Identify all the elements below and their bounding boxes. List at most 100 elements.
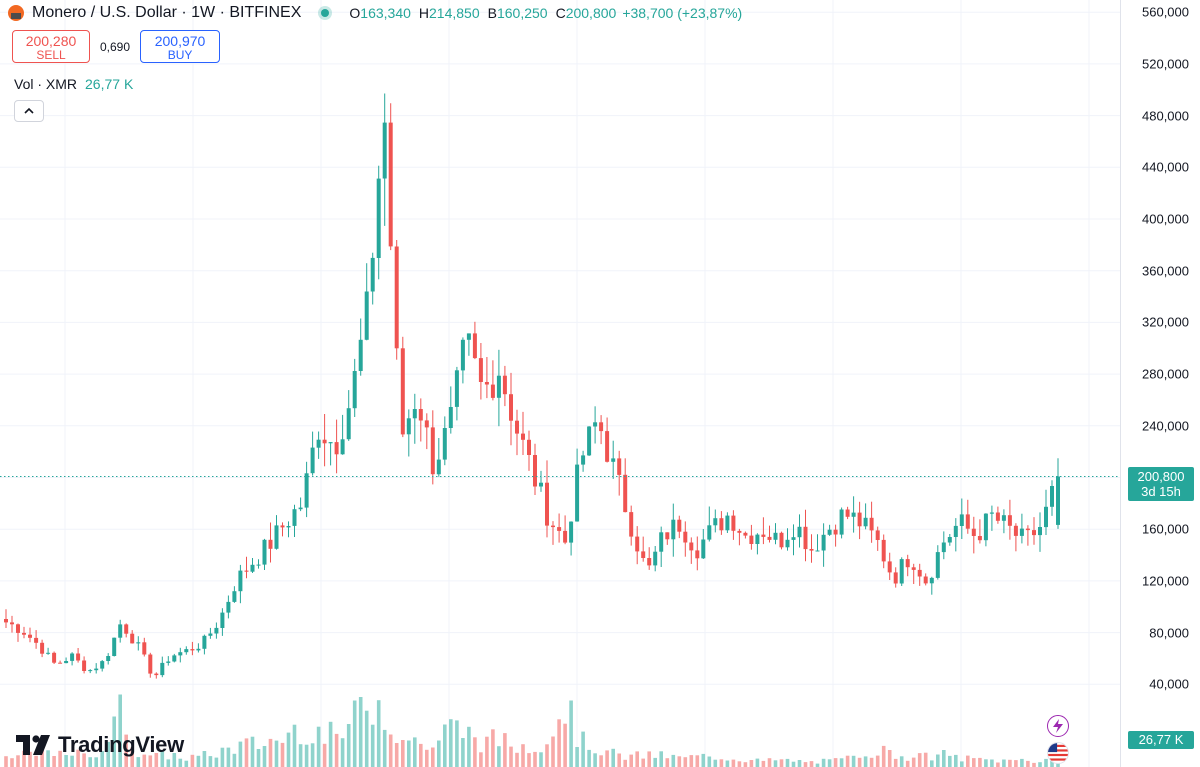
sell-button[interactable]: 200,280 SELL xyxy=(12,30,90,63)
candle-body[interactable] xyxy=(484,382,489,385)
candle-body[interactable] xyxy=(214,627,219,634)
candle-body[interactable] xyxy=(605,431,610,462)
candle-body[interactable] xyxy=(935,552,940,578)
candle-body[interactable] xyxy=(466,333,471,340)
candle-body[interactable] xyxy=(454,370,459,407)
candle-body[interactable] xyxy=(58,662,63,664)
candle-body[interactable] xyxy=(1025,528,1030,531)
candle-body[interactable] xyxy=(70,653,75,661)
candle-body[interactable] xyxy=(334,442,339,455)
candle-body[interactable] xyxy=(424,420,429,428)
candle-body[interactable] xyxy=(899,559,904,584)
candle-body[interactable] xyxy=(851,512,856,517)
candle-body[interactable] xyxy=(977,536,982,541)
candle-body[interactable] xyxy=(502,375,507,395)
candle-body[interactable] xyxy=(346,408,351,440)
candle-body[interactable] xyxy=(515,420,519,434)
candle-body[interactable] xyxy=(178,652,183,656)
candle-body[interactable] xyxy=(617,458,622,475)
candle-body[interactable] xyxy=(148,654,153,674)
candle-body[interactable] xyxy=(887,561,892,573)
candle-body[interactable] xyxy=(941,542,946,553)
symbol-title[interactable]: Monero / U.S. Dollar · 1W · BITFINEX xyxy=(32,4,302,21)
candle-body[interactable] xyxy=(659,532,664,552)
candle-body[interactable] xyxy=(509,394,513,421)
price-axis[interactable]: 40,00080,000120,000160,000200,000240,000… xyxy=(1120,0,1200,767)
candle-body[interactable] xyxy=(274,525,279,549)
candle-body[interactable] xyxy=(803,526,808,550)
candle-body[interactable] xyxy=(208,633,213,636)
candle-body[interactable] xyxy=(124,624,129,634)
candle-body[interactable] xyxy=(737,530,742,533)
candle-body[interactable] xyxy=(599,422,604,432)
candle-body[interactable] xyxy=(995,512,1000,521)
candle-body[interactable] xyxy=(755,534,760,544)
chart-area[interactable] xyxy=(0,0,1120,767)
candle-body[interactable] xyxy=(557,527,562,531)
candle-body[interactable] xyxy=(286,526,291,528)
candle-body[interactable] xyxy=(743,532,748,536)
candle-body[interactable] xyxy=(232,591,237,602)
candle-body[interactable] xyxy=(695,550,700,559)
candle-body[interactable] xyxy=(683,531,688,543)
candle-body[interactable] xyxy=(322,439,327,444)
candle-body[interactable] xyxy=(575,464,580,522)
candle-body[interactable] xyxy=(64,661,69,664)
candle-body[interactable] xyxy=(310,447,315,474)
candle-body[interactable] xyxy=(797,526,802,538)
lightning-icon[interactable] xyxy=(1047,715,1069,737)
candle-body[interactable] xyxy=(1013,525,1018,536)
candle-body[interactable] xyxy=(364,291,369,340)
candle-body[interactable] xyxy=(689,542,694,551)
candle-body[interactable] xyxy=(635,536,640,552)
candle-body[interactable] xyxy=(953,525,958,537)
candle-body[interactable] xyxy=(304,473,309,508)
candle-body[interactable] xyxy=(388,122,393,247)
candle-body[interactable] xyxy=(869,517,874,531)
candle-body[interactable] xyxy=(767,536,772,540)
candle-body[interactable] xyxy=(166,661,171,663)
candle-body[interactable] xyxy=(581,455,586,465)
candle-body[interactable] xyxy=(719,518,724,531)
candle-body[interactable] xyxy=(472,333,477,359)
candle-body[interactable] xyxy=(16,624,20,633)
candle-body[interactable] xyxy=(250,564,255,572)
candle-body[interactable] xyxy=(10,622,14,625)
candle-body[interactable] xyxy=(551,525,555,528)
candle-body[interactable] xyxy=(701,539,706,559)
candle-body[interactable] xyxy=(436,459,441,475)
candle-body[interactable] xyxy=(430,427,435,475)
candle-body[interactable] xyxy=(190,649,195,651)
candle-body[interactable] xyxy=(268,539,273,549)
candle-body[interactable] xyxy=(725,515,730,531)
candle-body[interactable] xyxy=(196,648,201,651)
candle-body[interactable] xyxy=(929,577,934,584)
candle-body[interactable] xyxy=(881,539,886,562)
candle-body[interactable] xyxy=(382,122,387,179)
candle-body[interactable] xyxy=(220,612,225,628)
candle-body[interactable] xyxy=(154,673,159,676)
candle-body[interactable] xyxy=(76,653,81,661)
candle-body[interactable] xyxy=(1007,515,1012,526)
candle-body[interactable] xyxy=(112,637,117,656)
candle-body[interactable] xyxy=(527,439,531,455)
candle-body[interactable] xyxy=(118,624,123,638)
candle-body[interactable] xyxy=(94,668,99,671)
candle-body[interactable] xyxy=(52,652,57,663)
candle-body[interactable] xyxy=(370,257,375,292)
candle-body[interactable] xyxy=(4,619,8,623)
candle-body[interactable] xyxy=(448,407,453,428)
candle-body[interactable] xyxy=(238,570,243,592)
candle-body[interactable] xyxy=(1032,530,1036,536)
candle-body[interactable] xyxy=(478,358,483,382)
buy-button[interactable]: 200,970 BUY xyxy=(140,30,221,63)
candle-body[interactable] xyxy=(226,601,231,613)
candle-body[interactable] xyxy=(160,662,165,676)
candle-body[interactable] xyxy=(965,514,970,529)
candle-body[interactable] xyxy=(653,551,658,566)
candle-body[interactable] xyxy=(773,532,778,540)
candle-body[interactable] xyxy=(136,642,141,644)
candle-body[interactable] xyxy=(821,534,826,551)
candle-body[interactable] xyxy=(298,507,303,510)
candle-body[interactable] xyxy=(262,539,267,565)
